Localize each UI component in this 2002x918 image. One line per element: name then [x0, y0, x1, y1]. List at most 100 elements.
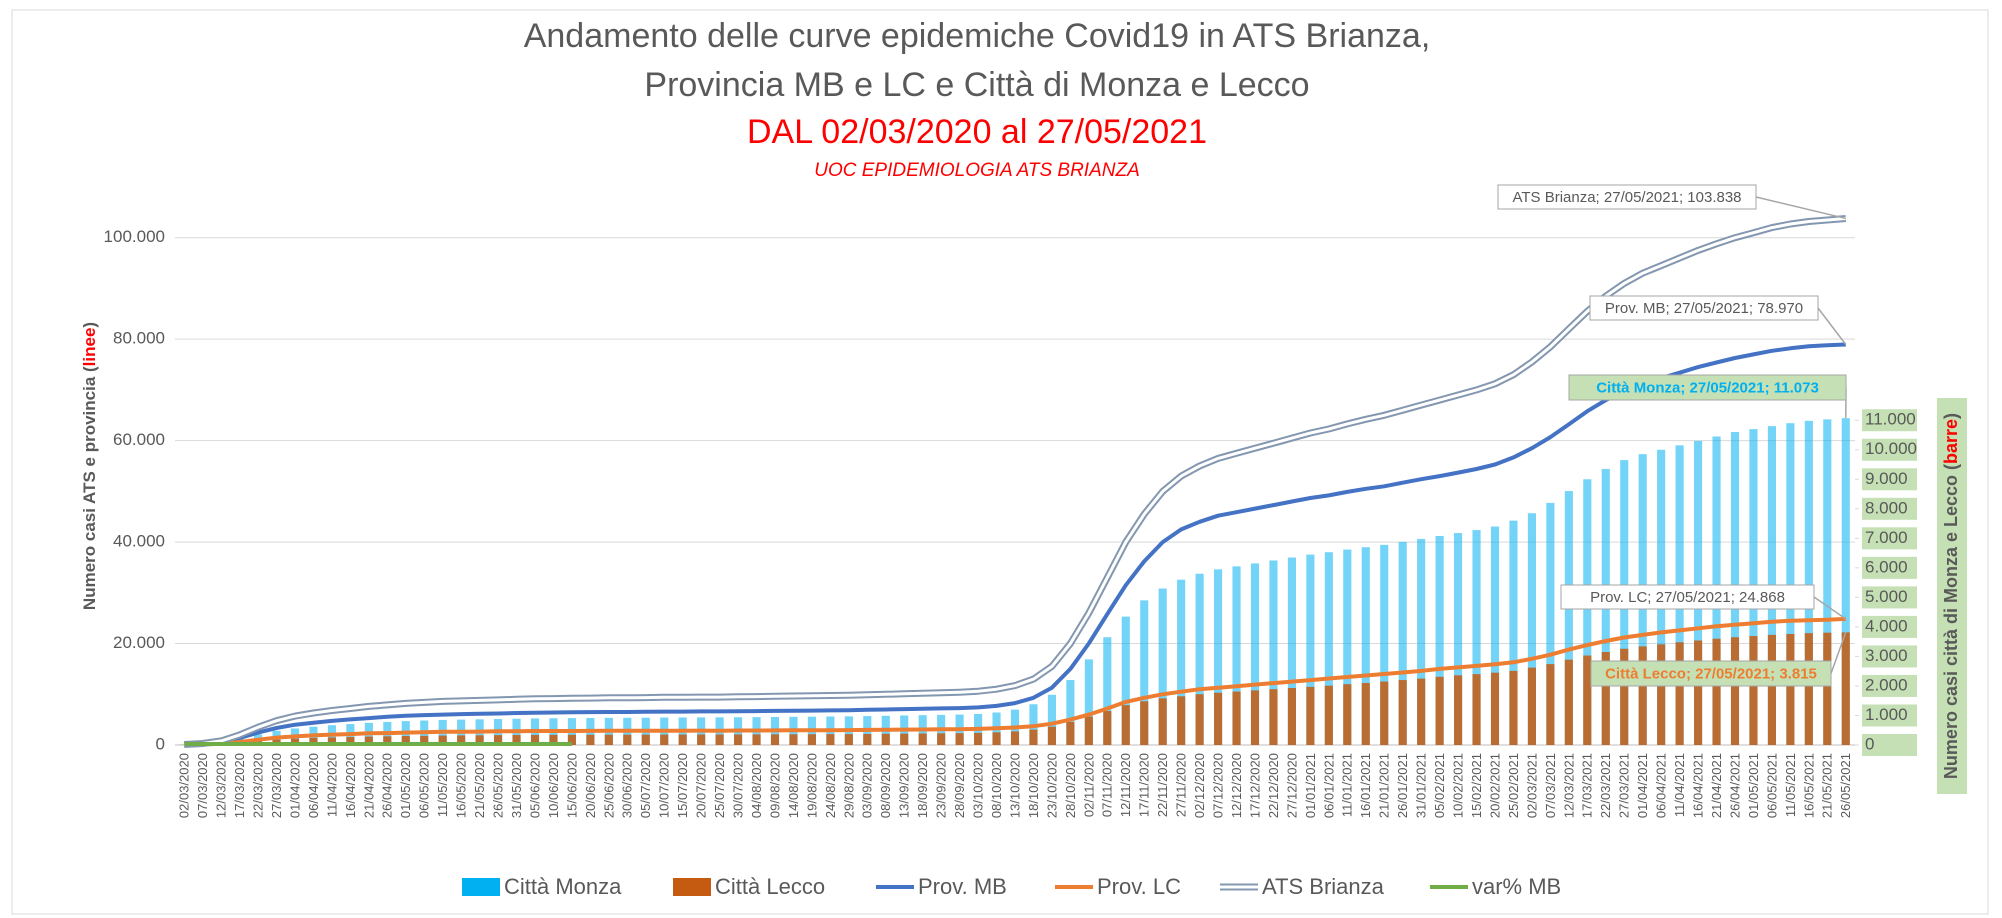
y2-tick-label: 9.000 — [1865, 469, 1908, 488]
line — [184, 342, 1846, 747]
x-tick-label: 11/04/2021 — [1672, 753, 1687, 817]
x-tick-label: 01/05/2020 — [398, 753, 413, 818]
x-tick-label: 11/05/2021 — [1783, 753, 1798, 817]
annotation-leader — [1830, 632, 1847, 674]
bar — [1047, 726, 1056, 745]
x-tick-label: 30/06/2020 — [620, 753, 635, 818]
annotation-box — [1589, 295, 1819, 321]
y2-tick-label: 7.000 — [1865, 528, 1908, 547]
annotation: Prov. LC; 27/05/2021; 24.868 — [1590, 589, 1785, 606]
bar — [1823, 419, 1832, 745]
bar — [1029, 729, 1038, 745]
bar — [1269, 560, 1278, 745]
bar — [826, 734, 835, 745]
x-tick-label: 08/09/2020 — [878, 753, 893, 818]
x-tick-label: 28/09/2020 — [952, 753, 967, 818]
bar — [1324, 685, 1333, 745]
bar — [1361, 547, 1370, 745]
x-tick-label: 09/08/2020 — [767, 753, 782, 818]
x-tick-label: 31/01/2021 — [1414, 753, 1429, 818]
y2-tick-bg — [1862, 704, 1917, 727]
bar — [937, 733, 946, 745]
x-tick-label: 16/04/2020 — [343, 753, 358, 818]
bar — [1103, 637, 1112, 745]
bar — [641, 734, 650, 745]
bar — [1417, 538, 1426, 745]
x-tick-label: 02/12/2020 — [1192, 753, 1207, 818]
y2-tick-label: 1.000 — [1865, 705, 1908, 724]
bar — [1195, 694, 1204, 745]
annotation-box — [1497, 184, 1757, 210]
y-tick-label: 40.000 — [113, 532, 165, 551]
bar — [1583, 479, 1592, 745]
annotation-box — [1590, 660, 1832, 687]
annotation: Città Lecco; 27/05/2021; 3.815 — [1605, 665, 1817, 682]
bar — [734, 734, 743, 745]
bar — [438, 735, 447, 745]
bar — [1343, 684, 1352, 745]
bar — [992, 732, 1001, 745]
bar — [1546, 502, 1555, 745]
x-tick-label: 11/01/2021 — [1340, 753, 1355, 817]
x-tick-label: 11/05/2020 — [435, 753, 450, 817]
bar — [1823, 632, 1832, 745]
y2-tick-label: 4.000 — [1865, 616, 1908, 635]
bar — [1527, 667, 1536, 745]
y2-tick-bg — [1862, 468, 1917, 491]
bar — [383, 736, 392, 745]
x-tick-label: 10/06/2020 — [546, 753, 561, 818]
bar — [1804, 420, 1813, 745]
x-tick-label: 16/04/2021 — [1691, 753, 1706, 818]
x-tick-label: 14/08/2020 — [786, 753, 801, 818]
bar — [1177, 579, 1186, 745]
y2-label-bg — [1937, 398, 1967, 794]
legend-label: Prov. MB — [918, 874, 1007, 899]
x-tick-label: 16/05/2020 — [454, 753, 469, 818]
bar — [549, 734, 558, 745]
bar — [678, 734, 687, 745]
x-tick-label: 11/04/2020 — [324, 753, 339, 817]
x-tick-label: 15/07/2020 — [675, 753, 690, 818]
bar — [604, 734, 613, 745]
x-tick-label: 13/10/2020 — [1007, 753, 1022, 818]
bar — [1121, 616, 1130, 745]
x-tick-label: 30/07/2020 — [731, 753, 746, 818]
bar — [1010, 731, 1020, 745]
bar — [1343, 549, 1352, 745]
x-tick-label: 28/10/2020 — [1063, 753, 1078, 818]
x-tick-label: 17/12/2020 — [1247, 753, 1262, 818]
bar — [1417, 678, 1426, 745]
x-tick-label: 24/08/2020 — [823, 753, 838, 818]
bar — [1103, 711, 1112, 745]
bar — [1841, 632, 1850, 745]
y2-tick-bg — [1862, 556, 1917, 579]
x-tick-label: 16/01/2021 — [1358, 753, 1373, 818]
x-tick-label: 25/07/2020 — [712, 753, 727, 818]
bar — [1564, 491, 1573, 745]
legend-marker — [673, 878, 711, 896]
x-tick-label: 10/07/2020 — [657, 753, 672, 818]
x-tick-label: 17/03/2021 — [1580, 753, 1595, 818]
annotation-leader — [1817, 307, 1847, 345]
bar — [1380, 681, 1389, 745]
chart-title-line2: Provincia MB e LC e Città di Monza e Lec… — [644, 66, 1309, 104]
y2-axis-title-part: Numero casi città di Monza e Lecco ( — [1941, 464, 1961, 779]
x-tick-label: 06/01/2021 — [1321, 753, 1336, 818]
x-tick-label: 20/06/2020 — [583, 753, 598, 818]
x-tick-label: 31/05/2020 — [509, 753, 524, 818]
y2-tick-label: 3.000 — [1865, 646, 1908, 665]
bar — [1435, 535, 1444, 745]
bar — [1140, 701, 1149, 745]
bar — [1269, 689, 1278, 745]
y2-tick-bg — [1862, 586, 1917, 609]
x-tick-label: 01/01/2021 — [1303, 753, 1318, 818]
y2-tick-bg — [1862, 734, 1917, 756]
x-tick-label: 19/08/2020 — [804, 753, 819, 818]
x-tick-label: 12/03/2021 — [1561, 753, 1576, 818]
y-axis-title-part: ) — [80, 322, 99, 328]
bar — [1121, 705, 1130, 745]
bar — [1435, 676, 1444, 745]
y-tick-label: 60.000 — [113, 430, 165, 449]
